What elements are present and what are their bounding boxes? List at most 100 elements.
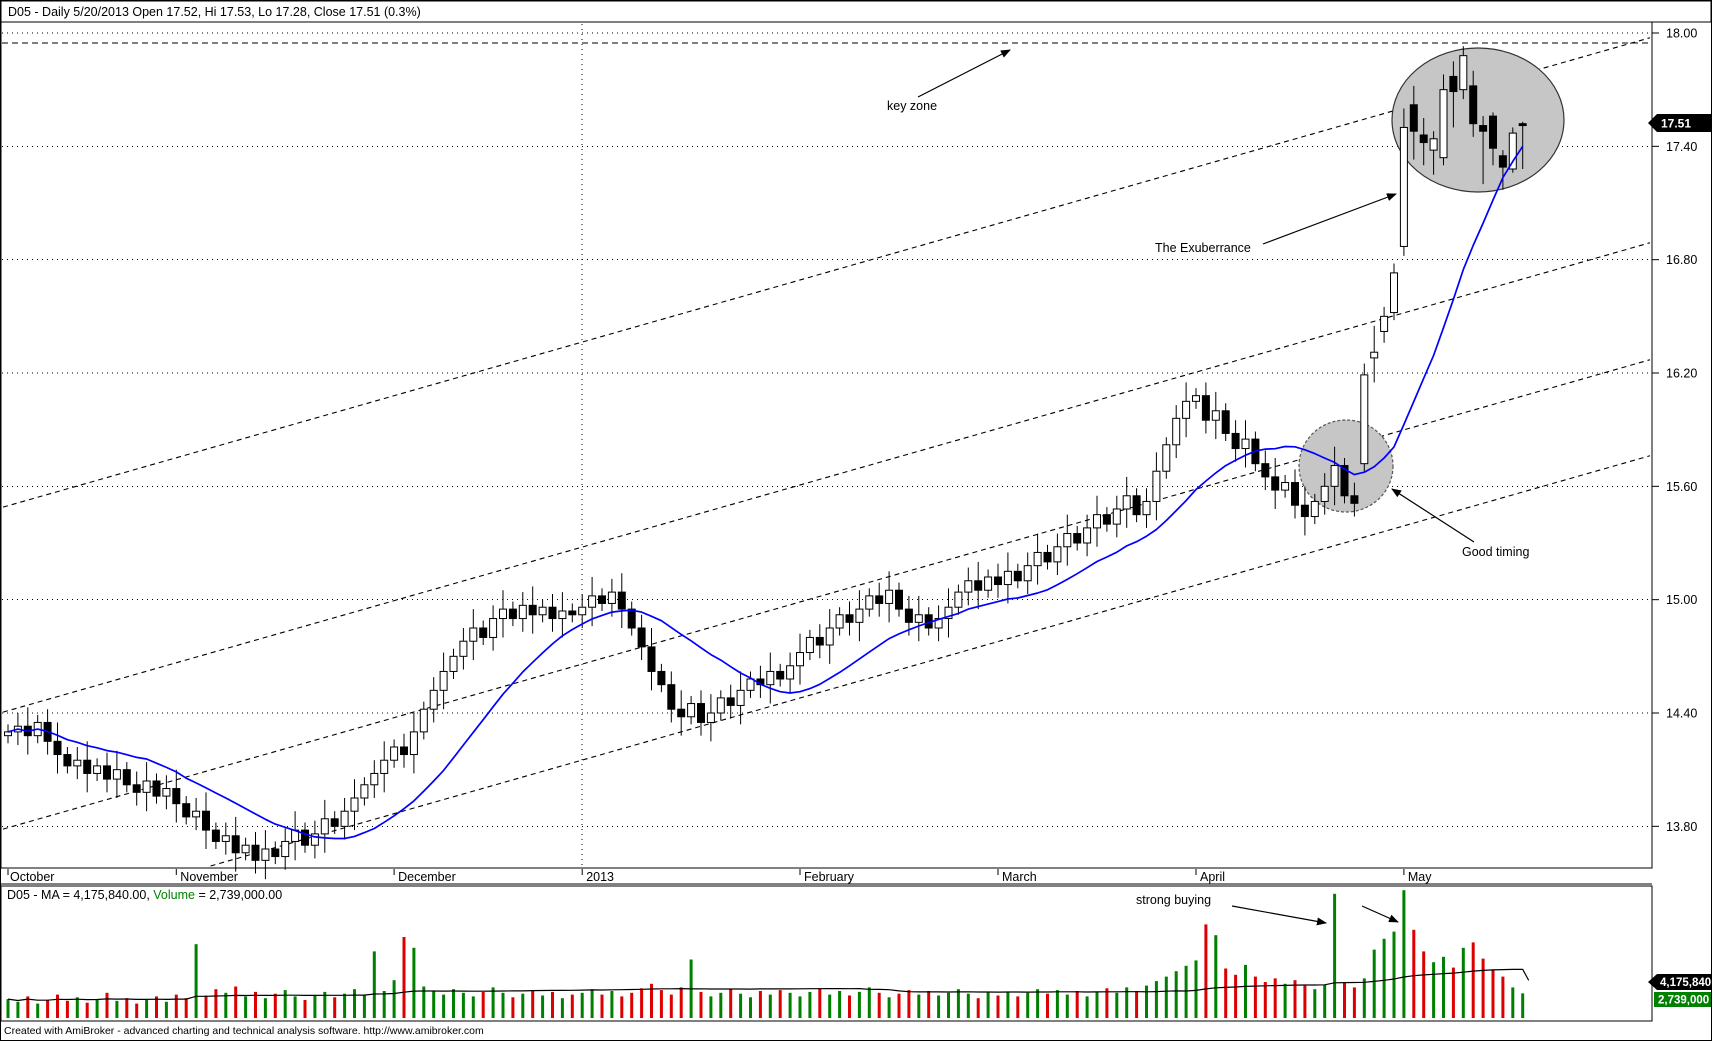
volume-bar [135,1003,139,1018]
candle-body [419,708,428,733]
candle-body [1003,570,1012,586]
volume-bar [1174,971,1178,1018]
volume-bar [1046,993,1049,1018]
volume-bar [818,988,822,1018]
good-timing-arrow [1391,488,1475,543]
volume-bar [501,992,505,1018]
volume-bar [1303,985,1307,1018]
volume-value-tag-text: 2,739,000 [1658,995,1709,1007]
candle-body [548,606,557,620]
volume-bar [333,997,337,1018]
volume-bar [729,989,733,1018]
candle-body [627,608,636,629]
candle-body [1271,476,1280,491]
volume-bar [560,998,564,1018]
candle-body [1132,495,1141,516]
candle-body [489,618,498,638]
candle-body [954,591,963,608]
volume-bar [739,993,743,1018]
volume-title-suffix: = 2,739,000.00 [195,888,282,902]
month-label: October [10,870,54,884]
volume-bar [699,991,703,1018]
price-axis-label: 14.40 [1666,706,1697,720]
candle-body [390,746,399,761]
volume-bar [1283,983,1287,1018]
footer-text: Created with AmiBroker - advanced charti… [4,1025,484,1037]
strong-buying-arrow-2 [1361,905,1399,923]
candle-body [746,678,755,691]
candle-body [1152,470,1161,502]
volume-bar [1115,992,1119,1018]
volume-bars [6,890,1525,1018]
candle-body [112,769,121,780]
candle-body [360,784,369,799]
candle-body [994,576,1002,586]
volume-bar [145,1000,149,1018]
volume-bar [461,992,465,1018]
volume-bar [323,991,327,1018]
volume-bar [907,990,911,1018]
candle-body [142,780,151,793]
volume-bar [679,987,683,1018]
volume-bar [1224,968,1228,1018]
volume-ma-line [7,968,1530,1002]
volume-bar [194,944,198,1018]
candle-body [1320,485,1329,502]
volume-bar [1085,996,1089,1018]
candle-body [103,765,111,780]
candle-body [726,697,735,706]
volume-bar [1065,994,1069,1018]
volume-bar [1422,951,1426,1018]
volume-bar [115,1000,119,1018]
candle-body [974,580,983,591]
candle-body [984,576,993,591]
key-zone-label: key zone [887,99,937,113]
volume-bar [570,994,574,1018]
candle-body [63,754,72,767]
candle-body [786,665,795,680]
volume-bar [353,989,356,1018]
volume-bar [947,992,950,1018]
volume-bar [1323,984,1327,1018]
candle-body [281,840,290,858]
candle-body [1182,400,1191,419]
volume-ma-tag-text: 4,175,840 [1660,977,1711,989]
volume-bar [1333,893,1337,1018]
price-axis-label: 16.80 [1666,253,1697,267]
volume-bar [293,996,297,1018]
volume-bar [6,999,10,1018]
volume-bar [541,995,545,1018]
volume-bar [1372,949,1376,1018]
candle-body [1211,410,1220,421]
candle-body [1399,126,1408,247]
price-ma-polyline [7,145,1524,840]
volume-bar [1154,981,1158,1018]
volume-bar [1055,990,1059,1018]
volume-bar [343,993,347,1018]
volume-bar [273,993,277,1018]
candle-body [1518,123,1527,127]
volume-bar [491,987,495,1018]
volume-bar [46,1000,50,1018]
strong-buying-label: strong buying [1136,893,1211,907]
candle-body [944,606,953,620]
volume-bar [1194,960,1198,1018]
candle-body [1053,546,1062,563]
volume-bar [1125,987,1129,1018]
volume-value-tag [1654,992,1712,1007]
last-price-tag [1648,114,1711,132]
volume-bar [521,993,525,1018]
month-label: 2013 [586,870,614,884]
candle-body [1063,533,1072,548]
candle-body [1439,89,1448,159]
candle-body [845,614,854,623]
volume-bar [669,994,673,1018]
volume-bar [184,998,188,1018]
volume-bar [778,990,782,1018]
candle-body [251,844,260,861]
candle-body [1310,500,1319,518]
candle-body [687,703,696,718]
candle-body [766,670,775,686]
candle-body [330,818,339,827]
